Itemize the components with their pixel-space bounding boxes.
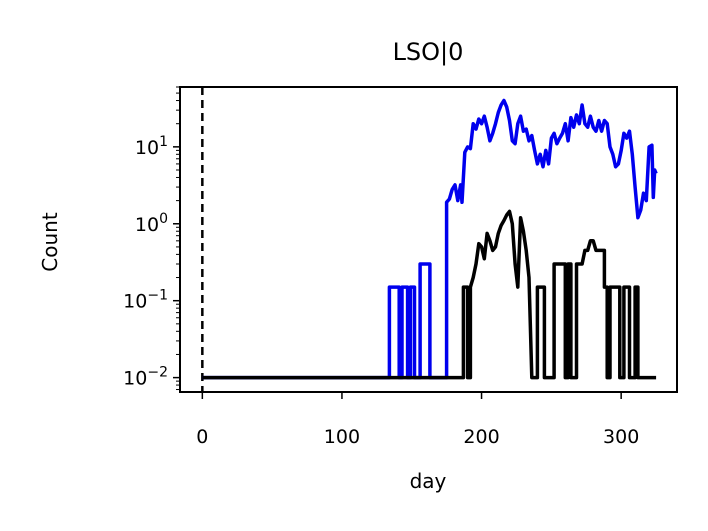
chart-title: LSO|0 [393, 38, 464, 66]
series-line-0 [202, 98, 658, 380]
y-tick-label: 10−1 [123, 288, 168, 313]
x-tick-label: 0 [196, 426, 208, 448]
x-tick-label: 100 [324, 426, 360, 448]
y-tick-label: 100 [135, 211, 168, 236]
y-tick-label: 10−2 [123, 365, 168, 390]
y-axis-label: Count [38, 212, 62, 272]
x-tick-label: 300 [603, 426, 639, 448]
plot-area [201, 87, 658, 392]
y-tick-label: 101 [135, 134, 168, 159]
axis-ticks: 0 100 200 300 10−2 10−1 100 101 [123, 86, 639, 448]
axes-frame [179, 86, 678, 393]
x-axis-label: day [410, 469, 447, 493]
x-tick-label: 200 [463, 426, 499, 448]
series-line-1 [202, 209, 657, 380]
